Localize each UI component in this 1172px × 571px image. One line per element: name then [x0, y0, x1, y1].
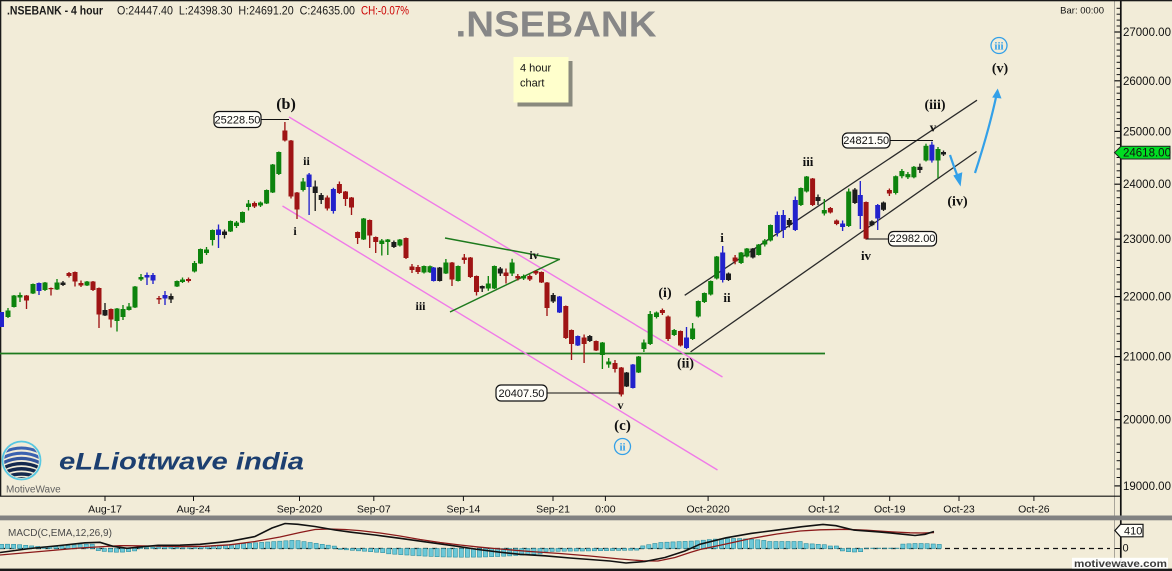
svg-text:24618.00: 24618.00 — [1123, 147, 1171, 159]
svg-text:Sep-2020: Sep-2020 — [277, 504, 323, 516]
svg-text:ii: ii — [723, 290, 731, 305]
svg-text:ii: ii — [619, 442, 625, 454]
svg-text:0: 0 — [1123, 543, 1129, 555]
svg-text:25000.00: 25000.00 — [1123, 126, 1171, 138]
svg-text:(iii): (iii) — [925, 98, 946, 113]
svg-text:MACD(C,EMA,12,26,9): MACD(C,EMA,12,26,9) — [8, 528, 112, 539]
svg-text:Aug-24: Aug-24 — [177, 504, 211, 516]
svg-text:4 hour: 4 hour — [520, 63, 552, 75]
svg-text:v: v — [930, 120, 937, 135]
svg-text:.NSEBANK: .NSEBANK — [456, 4, 657, 45]
svg-text:25228.50: 25228.50 — [215, 115, 261, 127]
svg-text:O:24447.40 L:24398.30 H:2469: O:24447.40 L:24398.30 H:24691.20 C:24635… — [117, 4, 355, 18]
svg-text:26000.00: 26000.00 — [1123, 76, 1171, 88]
svg-text:Sep-07: Sep-07 — [357, 504, 391, 516]
svg-text:eLLiottwave india: eLLiottwave india — [59, 449, 304, 476]
svg-text:(iv): (iv) — [947, 195, 968, 210]
svg-text:iv: iv — [529, 248, 538, 262]
svg-text:(i): (i) — [658, 286, 672, 301]
svg-text:23000.00: 23000.00 — [1123, 234, 1171, 246]
svg-text:410: 410 — [1124, 526, 1142, 538]
svg-text:iv: iv — [861, 248, 872, 263]
svg-text:Oct-2020: Oct-2020 — [686, 504, 729, 516]
svg-text:v: v — [618, 398, 624, 412]
svg-text:i: i — [293, 224, 297, 238]
svg-text:chart: chart — [520, 78, 544, 90]
svg-text:Oct-19: Oct-19 — [874, 504, 906, 516]
svg-text:0:00: 0:00 — [595, 504, 616, 516]
svg-text:MotiveWave: MotiveWave — [6, 485, 61, 496]
svg-text:24000.00: 24000.00 — [1123, 179, 1171, 191]
svg-text:i: i — [720, 230, 724, 245]
svg-text:20000.00: 20000.00 — [1123, 415, 1171, 427]
svg-text:Aug-17: Aug-17 — [88, 504, 122, 516]
svg-text:27000.00: 27000.00 — [1123, 27, 1171, 39]
svg-text:Sep-14: Sep-14 — [446, 504, 480, 516]
svg-text:.NSEBANK - 4 hour: .NSEBANK - 4 hour — [7, 4, 103, 18]
svg-text:CH:-0.07%: CH:-0.07% — [361, 4, 409, 18]
svg-text:Oct-23: Oct-23 — [943, 504, 975, 516]
svg-text:21000.00: 21000.00 — [1123, 352, 1171, 364]
svg-text:iii: iii — [415, 299, 426, 313]
svg-text:(v): (v) — [992, 62, 1009, 77]
svg-text:(b): (b) — [276, 96, 296, 113]
svg-text:motivewave.com: motivewave.com — [1074, 558, 1167, 570]
svg-text:ii: ii — [303, 154, 310, 168]
svg-text:24821.50: 24821.50 — [843, 135, 889, 147]
svg-text:(c): (c) — [614, 418, 631, 434]
svg-text:Bar: 00:00: Bar: 00:00 — [1060, 6, 1104, 17]
svg-text:20407.50: 20407.50 — [499, 388, 545, 400]
svg-text:(ii): (ii) — [677, 357, 694, 372]
svg-text:Oct-12: Oct-12 — [808, 504, 840, 516]
svg-text:22982.00: 22982.00 — [890, 233, 936, 245]
svg-text:19000.00: 19000.00 — [1123, 481, 1171, 493]
svg-text:Oct-26: Oct-26 — [1018, 504, 1050, 516]
svg-text:iii: iii — [803, 154, 814, 169]
svg-text:iii: iii — [994, 41, 1003, 53]
svg-text:22000.00: 22000.00 — [1123, 292, 1171, 304]
svg-text:Sep-21: Sep-21 — [536, 504, 570, 516]
